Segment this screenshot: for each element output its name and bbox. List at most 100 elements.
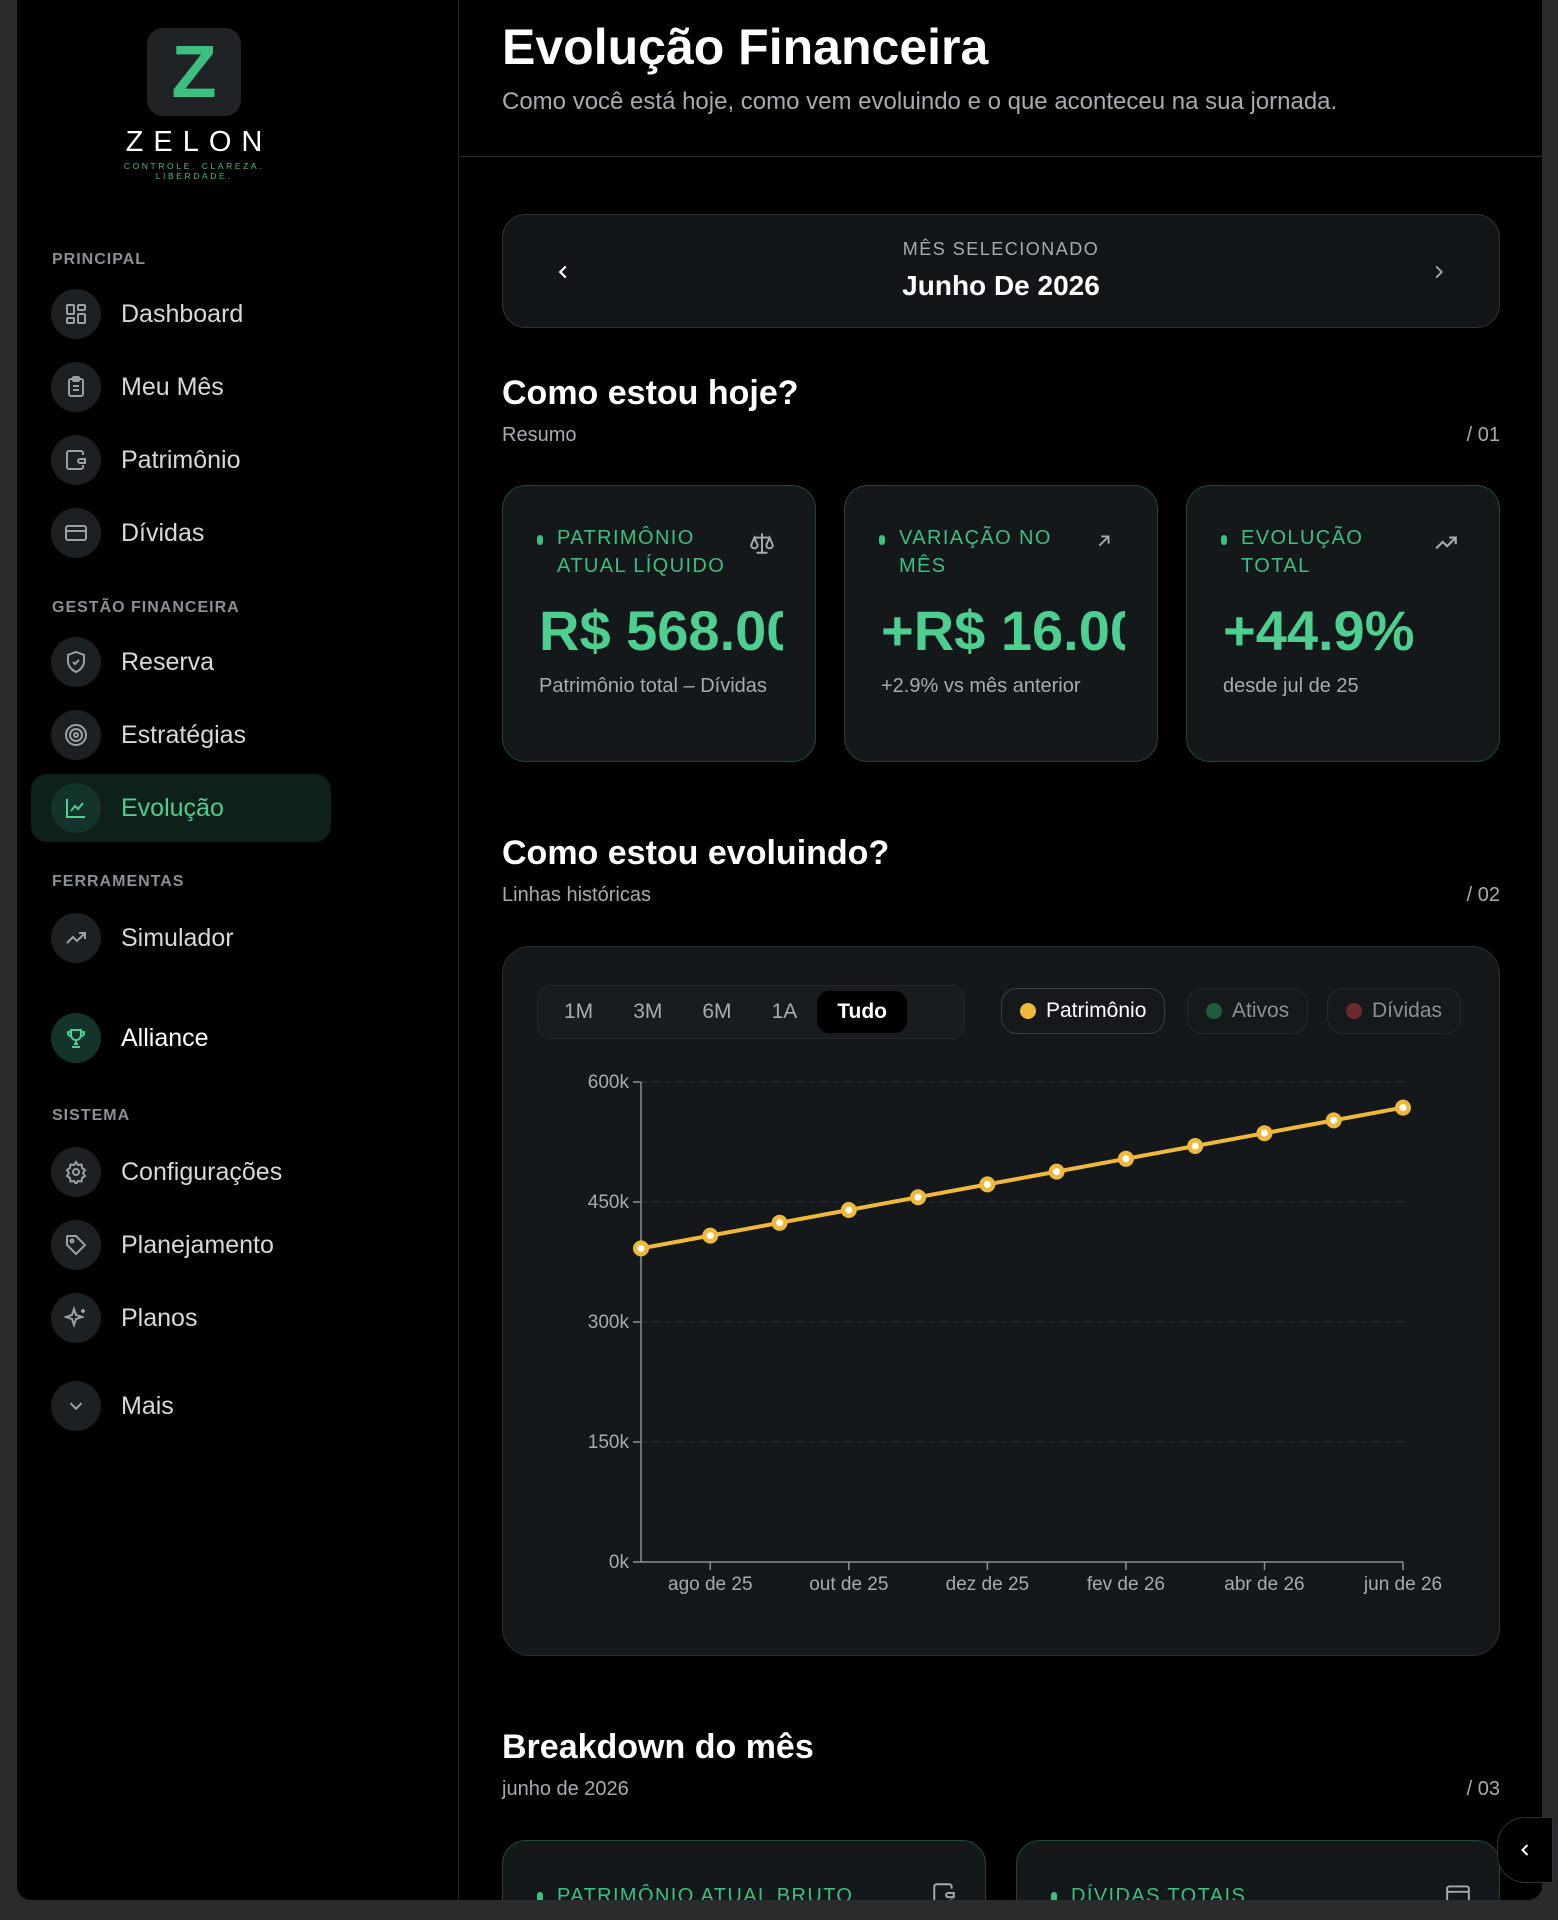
arrow-up-right-icon <box>1089 524 1119 554</box>
brand[interactable]: Z ZELON CONTROLE. CLAREZA. LIBERDADE. <box>89 28 299 181</box>
range-tab-6m[interactable]: 6M <box>702 1000 732 1023</box>
data-point-center <box>1053 1168 1061 1176</box>
x-tick-label: abr de 26 <box>1224 1574 1304 1595</box>
kpi-card-month-variation: VARIAÇÃO NO MÊS +R$ 16.00 +2.9% vs mês a… <box>844 485 1158 762</box>
section-number-evolution: / 02 <box>1466 884 1500 906</box>
trending-up-icon <box>51 913 101 963</box>
sidebar-item-label: Estratégias <box>121 720 247 749</box>
status-dot <box>537 535 543 545</box>
section-number-breakdown: / 03 <box>1466 1778 1500 1800</box>
target-icon <box>51 710 101 760</box>
sidebar-item-label: Simulador <box>121 923 234 952</box>
sidebar-item-label: Patrimônio <box>121 445 241 474</box>
range-tab-1m[interactable]: 1M <box>564 1000 594 1023</box>
y-tick-label: 0k <box>609 1552 630 1573</box>
sidebar-item-mais[interactable]: Mais <box>31 1372 331 1440</box>
sidebar-item-dashboard[interactable]: Dashboard <box>31 280 331 348</box>
data-point-center <box>1191 1142 1199 1150</box>
sidebar-item-configuracoes[interactable]: Configurações <box>31 1138 331 1206</box>
sidebar-item-meu-mes[interactable]: Meu Mês <box>31 353 331 421</box>
evolution-chart-card: 1M 3M 6M 1A Tudo Patrimônio Ativos Dívid… <box>502 946 1500 1656</box>
sidebar-item-label: Planejamento <box>121 1230 274 1259</box>
kpi-note: +2.9% vs mês anterior <box>881 675 1081 697</box>
legend-toggle-patrimonio[interactable]: Patrimônio <box>1001 988 1166 1034</box>
app-window: Z ZELON CONTROLE. CLAREZA. LIBERDADE. PR… <box>17 0 1542 1900</box>
range-tabs: 1M 3M 6M 1A Tudo <box>537 985 965 1039</box>
y-tick-label: 300k <box>588 1312 630 1333</box>
kpi-value: +R$ 16.00 <box>881 599 1125 662</box>
credit-card-icon <box>1445 1881 1471 1900</box>
kpi-note: desde jul de 25 <box>1223 675 1359 697</box>
shield-icon <box>51 637 101 687</box>
range-tab-3m[interactable]: 3M <box>633 1000 663 1023</box>
sidebar-item-estrategias[interactable]: Estratégias <box>31 701 331 769</box>
line-chart-icon <box>51 783 101 833</box>
dashboard-icon <box>51 289 101 339</box>
legend-toggle-ativos[interactable]: Ativos <box>1187 988 1309 1034</box>
sidebar-item-planejamento[interactable]: Planejamento <box>31 1211 331 1279</box>
nav-section-sistema: SISTEMA <box>52 1107 131 1124</box>
section-title-today: Como estou hoje? <box>502 374 799 412</box>
month-value: Junho De 2026 <box>902 270 1100 301</box>
sidebar-item-evolucao[interactable]: Evolução <box>31 774 331 842</box>
chevron-right-icon <box>1435 265 1444 279</box>
section-subtitle-today: Resumo <box>502 424 577 446</box>
chevron-down-icon <box>51 1381 101 1431</box>
series-line-patrimonio <box>640 1105 1404 1251</box>
breakdown-label: PATRIMÔNIO ATUAL BRUTO <box>557 1885 854 1900</box>
chevron-left-icon <box>558 265 567 279</box>
section-number-today: / 01 <box>1466 424 1500 446</box>
header-divider <box>460 156 1542 157</box>
next-month-button[interactable] <box>1417 250 1461 294</box>
sidebar-item-label: Mais <box>121 1391 174 1420</box>
data-point-center <box>637 1244 645 1252</box>
y-tick-label: 600k <box>588 1072 630 1093</box>
y-tick-label: 450k <box>588 1192 630 1213</box>
breakdown-card-gross-worth: PATRIMÔNIO ATUAL BRUTO <box>502 1840 986 1900</box>
sidebar-item-alliance[interactable]: Alliance <box>31 1004 331 1072</box>
sidebar-item-simulador[interactable]: Simulador <box>31 904 331 972</box>
x-tick-label: fev de 26 <box>1087 1574 1165 1595</box>
legend-label: Dívidas <box>1372 999 1443 1022</box>
logo-letter: Z <box>171 30 217 113</box>
section-subtitle-evolution: Linhas históricas <box>502 884 651 906</box>
x-tick-label: dez de 25 <box>946 1574 1029 1595</box>
logo-tagline: CONTROLE. CLAREZA. LIBERDADE. <box>123 161 265 181</box>
sidebar: Z ZELON CONTROLE. CLAREZA. LIBERDADE. PR… <box>17 0 459 1900</box>
prev-month-button[interactable] <box>541 250 585 294</box>
tag-icon <box>51 1220 101 1270</box>
wallet-icon <box>931 1881 957 1900</box>
page-subtitle: Como você está hoje, como vem evoluindo … <box>502 88 1338 115</box>
range-tab-1a[interactable]: 1A <box>771 1000 798 1023</box>
sidebar-item-reserva[interactable]: Reserva <box>31 628 331 696</box>
data-point-center <box>706 1232 714 1240</box>
kpi-label: PATRIMÔNIO ATUAL LÍQUIDO <box>557 527 726 577</box>
data-point-center <box>845 1206 853 1214</box>
chevron-left-icon <box>1521 1844 1529 1856</box>
gear-icon <box>51 1147 101 1197</box>
legend-dot <box>1206 1003 1222 1019</box>
breakdown-card-total-debts: DÍVIDAS TOTAIS <box>1016 1840 1500 1900</box>
main-content: Evolução Financeira Como você está hoje,… <box>460 0 1542 1900</box>
section-title-breakdown: Breakdown do mês <box>502 1728 814 1766</box>
sidebar-item-planos[interactable]: Planos <box>31 1284 331 1352</box>
month-caption: MÊS SELECIONADO <box>902 239 1100 259</box>
sidebar-item-dividas[interactable]: Dívidas <box>31 499 331 567</box>
legend-toggle-dividas[interactable]: Dívidas <box>1327 988 1462 1034</box>
status-dot <box>1051 1891 1057 1900</box>
x-tick-label: jun de 26 <box>1363 1574 1442 1595</box>
collapse-panel-button[interactable] <box>1497 1817 1553 1883</box>
credit-card-icon <box>51 508 101 558</box>
kpi-value: R$ 568.00 <box>539 599 783 662</box>
kpi-card-total-evolution: EVOLUÇÃO TOTAL +44.9% desde jul de 25 <box>1186 485 1500 762</box>
data-point-center <box>1122 1155 1130 1163</box>
sidebar-item-patrimonio[interactable]: Patrimônio <box>31 426 331 494</box>
range-tab-tudo[interactable]: Tudo <box>817 991 908 1033</box>
sidebar-item-label: Planos <box>121 1303 198 1332</box>
data-point-center <box>914 1193 922 1201</box>
status-dot <box>1221 535 1227 545</box>
kpi-note: Patrimônio total – Dívidas <box>539 675 767 697</box>
page-title: Evolução Financeira <box>502 19 989 75</box>
data-point-center <box>983 1180 991 1188</box>
clipboard-icon <box>51 362 101 412</box>
